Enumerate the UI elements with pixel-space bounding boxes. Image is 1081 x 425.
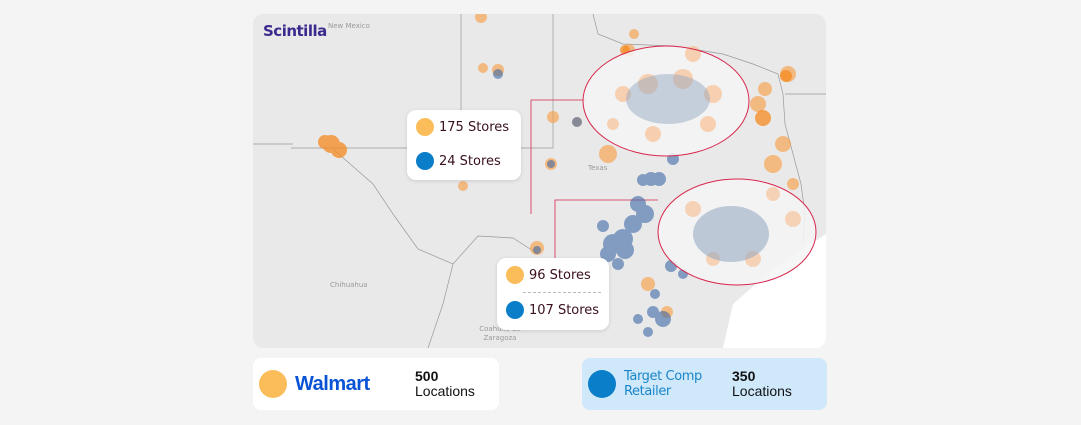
walmart-store-count: 175 Stores (439, 119, 510, 135)
walmart-location-count: 500 Locations (415, 368, 475, 399)
region-callout-north: 175 Stores 24 Stores (407, 110, 521, 180)
competitor-dot-icon (416, 152, 434, 170)
walmart-dot-icon (416, 118, 434, 136)
walmart-logo: Walmart (295, 372, 370, 395)
callout-row-competitor: 24 Stores (407, 144, 521, 178)
competitor-legend-dot-icon (588, 370, 616, 398)
walmart-dot-icon (506, 266, 524, 284)
competitor-location-count: 350 Locations (732, 368, 792, 399)
competitor-name: Target Comp Retailer (624, 369, 702, 399)
legend-card-competitor: Target Comp Retailer 350 Locations (582, 358, 827, 410)
map-label-texas: Texas (588, 164, 608, 172)
map-label-chihuahua: Chihuahua (330, 281, 368, 289)
callout-row-competitor: 107 Stores (497, 293, 609, 327)
competitor-store-count: 107 Stores (529, 302, 600, 318)
callout-divider (523, 292, 601, 293)
callout-row-walmart: 175 Stores (407, 110, 521, 144)
region-callout-central: 96 Stores 107 Stores (497, 258, 609, 330)
brand-logo: Scintilla (263, 22, 327, 40)
map-canvas (253, 14, 826, 348)
store-map[interactable]: Scintilla New Mexico Texas Chihuahua Coa… (253, 14, 826, 348)
walmart-store-count: 96 Stores (529, 267, 591, 283)
competitor-store-count: 24 Stores (439, 153, 501, 169)
walmart-legend-dot-icon (259, 370, 287, 398)
competitor-dot-icon (506, 301, 524, 319)
map-label-new-mexico: New Mexico (328, 22, 370, 30)
legend-card-walmart: Walmart 500 Locations (253, 358, 499, 410)
callout-row-walmart: 96 Stores (497, 258, 609, 292)
